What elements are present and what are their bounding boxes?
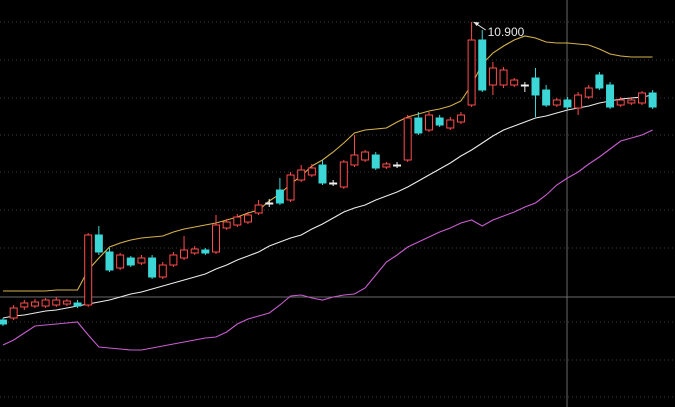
candle-body	[435, 117, 444, 126]
candle-body	[414, 117, 423, 134]
candle-body	[382, 163, 391, 168]
candle-body	[126, 257, 135, 266]
candle-body	[137, 257, 146, 264]
candle-body	[116, 254, 125, 269]
candle-body	[584, 87, 593, 98]
candle-body	[627, 99, 636, 104]
candle-body	[243, 214, 252, 223]
candle-body	[222, 221, 231, 229]
candle-body	[595, 74, 604, 89]
candle-body	[350, 154, 359, 166]
candle-body	[606, 84, 615, 108]
candle-body	[638, 92, 646, 104]
candle-body	[307, 167, 316, 176]
max-arrow-head	[473, 22, 480, 26]
max-label: 10.900	[488, 25, 525, 39]
candle-body	[190, 248, 199, 254]
candle-body	[531, 77, 540, 96]
candle-body	[574, 94, 583, 109]
candle-body	[361, 151, 370, 161]
candle-body	[201, 249, 210, 254]
candle-body	[275, 189, 284, 204]
candle-body	[212, 224, 220, 253]
candle-body	[233, 216, 242, 226]
candle-body	[84, 234, 93, 306]
candle-body	[9, 307, 18, 319]
candle-body	[265, 202, 274, 205]
candle-body	[467, 39, 476, 106]
candle-body	[0, 319, 7, 325]
candle-body	[488, 67, 497, 86]
candle-body	[169, 254, 178, 266]
candle-body	[563, 99, 572, 108]
candle-body	[456, 114, 465, 123]
candle-body	[552, 99, 561, 106]
candle-body	[297, 169, 306, 181]
candle-body	[41, 299, 50, 307]
candle-body	[648, 92, 657, 108]
band-line	[3, 35, 653, 292]
candle-body	[499, 69, 508, 86]
candle-body	[254, 204, 263, 214]
candle-body	[542, 89, 551, 106]
candle-body	[446, 119, 455, 129]
band-line	[2, 94, 653, 319]
candle-body	[286, 174, 295, 201]
candle-body	[425, 114, 433, 131]
candle-body	[30, 301, 39, 307]
candle-body	[148, 257, 157, 278]
candle-body	[94, 234, 103, 253]
candle-body	[52, 299, 61, 306]
candle-body	[616, 99, 625, 106]
candle-body	[329, 182, 338, 185]
candle-body	[393, 164, 402, 167]
candle-body	[20, 302, 29, 308]
candle-body	[318, 164, 327, 184]
candle-body	[520, 84, 529, 87]
candle-body	[62, 300, 71, 305]
candle-body	[403, 117, 412, 161]
candle-body	[478, 39, 487, 91]
candle-body	[510, 79, 519, 86]
candle-body	[158, 264, 167, 278]
candle-body	[339, 161, 348, 188]
candle-body	[105, 251, 114, 271]
band-line	[2, 129, 653, 351]
candle-body	[180, 249, 189, 259]
candle-body	[371, 154, 380, 169]
candle-body	[73, 302, 82, 307]
